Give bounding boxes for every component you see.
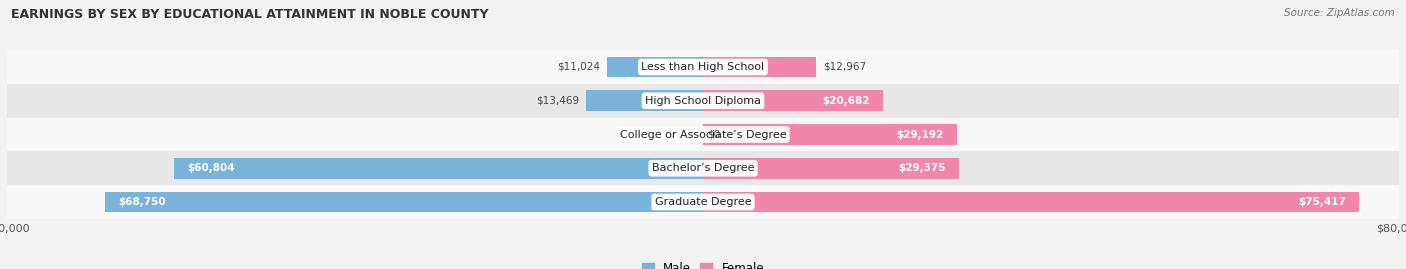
Bar	[7, 185, 1399, 219]
Text: $12,967: $12,967	[823, 62, 866, 72]
Bar	[7, 84, 1399, 118]
Text: Source: ZipAtlas.com: Source: ZipAtlas.com	[1284, 8, 1395, 18]
Bar	[7, 151, 1399, 185]
Text: $68,750: $68,750	[118, 197, 166, 207]
Text: EARNINGS BY SEX BY EDUCATIONAL ATTAINMENT IN NOBLE COUNTY: EARNINGS BY SEX BY EDUCATIONAL ATTAINMEN…	[11, 8, 489, 21]
Bar	[703, 192, 1360, 213]
Bar	[105, 192, 703, 213]
Text: $60,804: $60,804	[187, 163, 235, 173]
Bar	[703, 90, 883, 111]
Text: Less than High School: Less than High School	[641, 62, 765, 72]
Legend: Male, Female: Male, Female	[637, 258, 769, 269]
Text: $0: $0	[707, 129, 720, 140]
Text: $11,024: $11,024	[557, 62, 600, 72]
Text: $29,375: $29,375	[898, 163, 945, 173]
Bar	[7, 118, 1399, 151]
Bar	[7, 50, 1399, 84]
Text: $75,417: $75,417	[1298, 197, 1346, 207]
Bar	[174, 158, 703, 179]
Bar	[586, 90, 703, 111]
Text: High School Diploma: High School Diploma	[645, 96, 761, 106]
Bar	[607, 56, 703, 77]
Bar	[703, 158, 959, 179]
Bar	[703, 56, 815, 77]
Text: Graduate Degree: Graduate Degree	[655, 197, 751, 207]
Text: College or Associate’s Degree: College or Associate’s Degree	[620, 129, 786, 140]
Text: Bachelor’s Degree: Bachelor’s Degree	[652, 163, 754, 173]
Bar	[703, 124, 957, 145]
Text: $20,682: $20,682	[823, 96, 870, 106]
Text: $29,192: $29,192	[897, 129, 943, 140]
Text: $13,469: $13,469	[536, 96, 579, 106]
